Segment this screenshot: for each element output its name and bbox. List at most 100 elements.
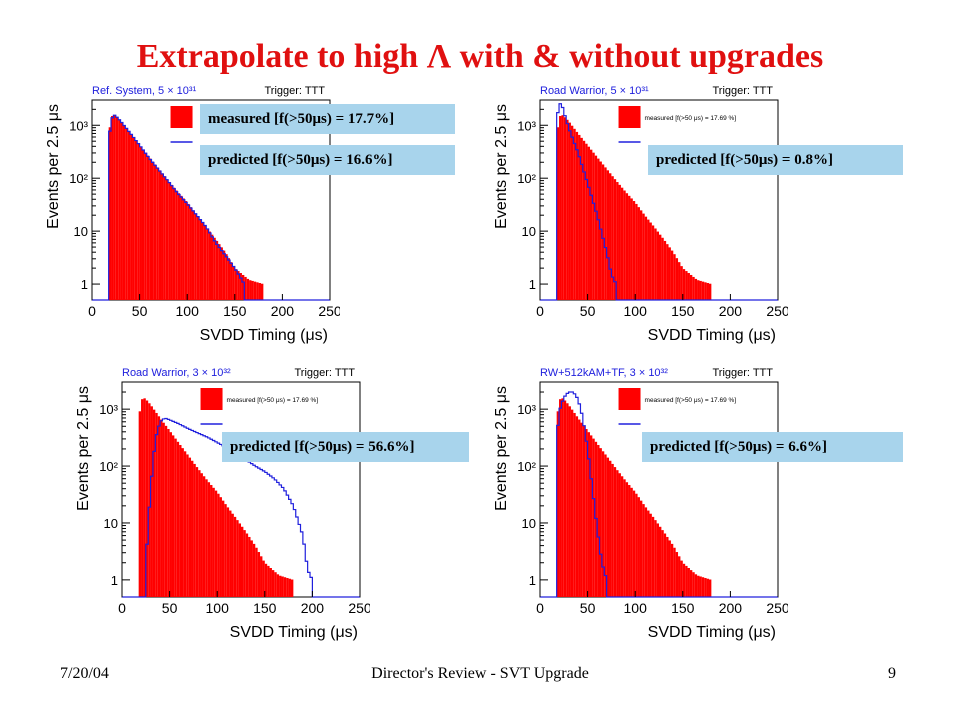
histogram-bar xyxy=(566,403,569,597)
x-axis-title: SVDD Timing (μs) xyxy=(200,327,328,344)
histogram-bar xyxy=(200,473,203,597)
histogram-bar xyxy=(125,128,128,300)
histogram-bar xyxy=(589,149,593,300)
histogram-bar xyxy=(245,533,249,597)
histogram-bar xyxy=(630,198,633,300)
histogram-bar xyxy=(613,467,617,597)
histogram-bar xyxy=(246,278,250,300)
chart-svg: RW+512kAM+TF, 3 × 10³² Trigger: TTT measur… xyxy=(493,367,790,641)
histogram-bar xyxy=(258,283,261,300)
y-tick-label: 1 xyxy=(111,573,118,588)
histogram-bar xyxy=(587,146,590,300)
x-tick-label: 250 xyxy=(766,600,788,616)
histogram-bar xyxy=(118,119,121,300)
histogram-bar xyxy=(675,552,679,597)
histogram-bar xyxy=(628,485,631,597)
x-tick-label: 150 xyxy=(223,303,247,319)
histogram-bar xyxy=(211,234,214,300)
x-tick-label: 0 xyxy=(118,600,126,616)
footer-date: 7/20/04 xyxy=(60,665,109,682)
histogram-bar xyxy=(199,219,202,300)
histogram-bar xyxy=(670,543,674,597)
histogram-bar xyxy=(599,161,602,300)
trigger-label: Trigger: TTT xyxy=(712,367,773,379)
histogram-bar xyxy=(161,173,164,300)
histogram-bar xyxy=(208,231,211,300)
histogram-bar xyxy=(687,567,690,597)
legend-swatch-measured xyxy=(170,106,193,128)
histogram-bar xyxy=(644,216,648,300)
histogram-bar xyxy=(219,497,222,597)
y-tick-label: 10² xyxy=(517,459,536,474)
chart-svg: Road Warrior, 5 × 10³¹ Trigger: TTT measur… xyxy=(493,85,790,344)
histogram-bar xyxy=(158,170,162,300)
histogram-bar xyxy=(181,448,184,597)
histogram-bar xyxy=(290,579,294,597)
histogram-bar xyxy=(647,510,650,597)
y-tick-label: 10 xyxy=(522,224,536,239)
histogram-bar xyxy=(238,523,241,597)
x-tick-label: 250 xyxy=(348,600,370,616)
histogram-bar xyxy=(651,225,655,300)
histogram-bar xyxy=(215,240,219,300)
histogram-bar xyxy=(609,460,612,597)
histogram-bar xyxy=(592,152,595,300)
y-axis-title: Events per 2.5 μs xyxy=(493,104,510,229)
histogram-bar xyxy=(149,158,152,300)
histogram-bar xyxy=(578,134,581,300)
histogram-bar xyxy=(205,479,208,597)
histogram-bar xyxy=(210,485,213,597)
histogram-bar xyxy=(599,448,602,597)
histogram-bar xyxy=(168,182,171,300)
histogram-bar xyxy=(597,158,600,300)
histogram-bar xyxy=(606,170,610,300)
legend-measured-text: measured [f(>50 μs) = 17.69 %] xyxy=(227,397,319,404)
histogram-bar xyxy=(694,278,698,300)
histogram-bar xyxy=(678,556,681,597)
histogram-bar xyxy=(559,115,562,300)
y-tick-label: 1 xyxy=(81,277,88,292)
histogram-bar xyxy=(680,266,683,300)
x-tick-label: 150 xyxy=(671,303,695,319)
y-tick-label: 1 xyxy=(529,573,536,588)
histogram-bar xyxy=(139,146,142,300)
histogram-bar xyxy=(611,176,614,300)
histogram-bar xyxy=(198,470,201,597)
histogram-bar xyxy=(613,179,617,300)
histogram-bar xyxy=(689,274,693,300)
x-tick-label: 0 xyxy=(536,303,544,319)
histogram-bar xyxy=(575,416,579,597)
histogram-bar xyxy=(170,184,173,300)
histogram-bar xyxy=(616,182,619,300)
x-tick-label: 50 xyxy=(580,600,596,616)
histogram-bar xyxy=(661,237,664,300)
histogram-bar xyxy=(680,560,683,597)
y-axis-title: Events per 2.5 μs xyxy=(493,386,510,511)
footer-center: Director's Review - SVT Upgrade xyxy=(371,665,589,682)
histogram-bar xyxy=(580,137,583,300)
histogram-bar xyxy=(697,280,700,300)
histogram-bar xyxy=(184,201,188,300)
histogram-bar xyxy=(699,280,702,300)
y-tick-label: 10² xyxy=(69,171,88,186)
histogram-bar xyxy=(236,520,239,597)
histogram-bar xyxy=(288,578,291,597)
x-axis-title: SVDD Timing (μs) xyxy=(230,624,358,641)
histogram-bar xyxy=(618,473,621,597)
histogram-bar xyxy=(256,282,259,300)
histogram-bar xyxy=(152,409,156,597)
histogram-bar xyxy=(628,195,631,300)
histogram-bar xyxy=(618,184,621,300)
histogram-bar xyxy=(255,547,258,597)
footer-page-number: 9 xyxy=(888,665,896,682)
histogram-bar xyxy=(692,572,695,597)
histogram-bar xyxy=(587,432,590,597)
histogram-bar xyxy=(160,419,163,597)
callout-predicted-rw-5e31: predicted [f(>50μs) = 0.8%] xyxy=(648,145,903,175)
predicted-line xyxy=(92,114,330,301)
histogram-bar xyxy=(609,173,612,300)
histogram-bar xyxy=(132,137,135,300)
histogram-bar xyxy=(163,176,166,300)
histogram-bar xyxy=(252,543,256,597)
histogram-bar xyxy=(155,412,158,597)
